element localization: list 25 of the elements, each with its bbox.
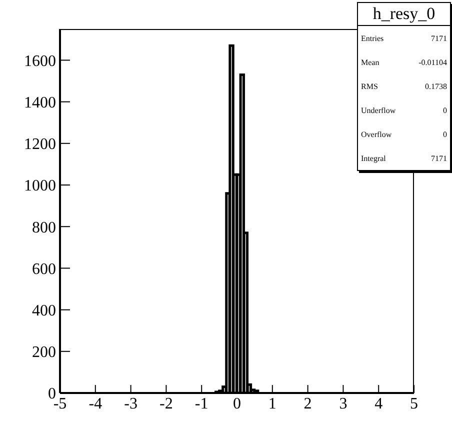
y-tick-label: 800 bbox=[32, 219, 56, 236]
y-tick-label: 1400 bbox=[24, 94, 56, 112]
text: Entries 7171 bbox=[361, 34, 447, 42]
x-tick-label: -4 bbox=[88, 395, 102, 412]
y-tick-label: 400 bbox=[32, 302, 56, 320]
chart-title: h_resy_0 bbox=[358, 3, 450, 26]
y-tick-label: 1600 bbox=[24, 52, 56, 70]
x-tick-label: 0 bbox=[233, 395, 241, 412]
y-tick-label: 200 bbox=[32, 344, 56, 362]
y-tick-label: 1200 bbox=[24, 136, 56, 154]
x-tick-label: 5 bbox=[410, 395, 418, 412]
text: Mean -0.01104 bbox=[361, 58, 447, 66]
x-tick-label: -3 bbox=[124, 395, 138, 412]
y-tick-label: 1000 bbox=[24, 178, 56, 195]
text: RMS 0.1738 bbox=[361, 82, 447, 90]
x-tick-label: 3 bbox=[339, 395, 348, 412]
x-tick-label: -2 bbox=[160, 395, 173, 412]
text: Overflow 0 bbox=[361, 130, 447, 138]
x-tick-label: 1 bbox=[268, 395, 276, 412]
x-tick-label: 4 bbox=[374, 395, 383, 412]
y-tick-label: 600 bbox=[32, 260, 56, 278]
text: Underflow 0 bbox=[361, 106, 447, 114]
x-tick-label: -1 bbox=[194, 395, 208, 412]
x-tick-label: 2 bbox=[304, 395, 312, 412]
text: Integral 7171 bbox=[361, 154, 447, 162]
